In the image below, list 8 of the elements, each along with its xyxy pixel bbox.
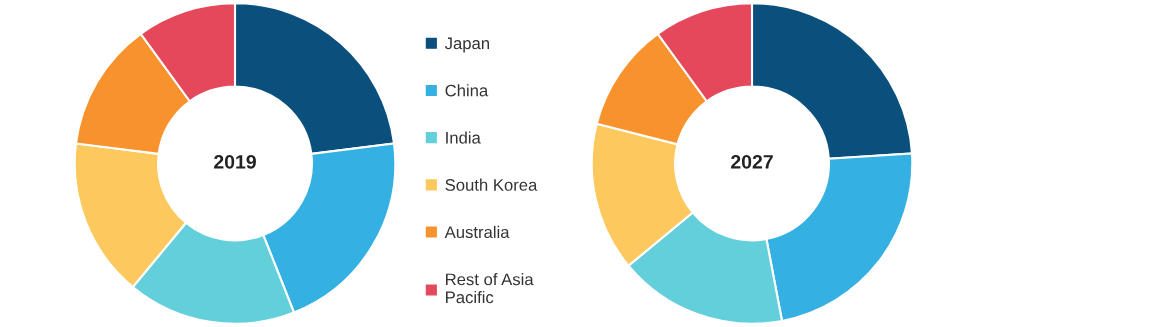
- legend-label: Japan: [444, 37, 489, 53]
- legend-label: India: [446, 131, 481, 144]
- legend-label: China: [445, 84, 489, 97]
- legend-label: Rest of Asia Pacific: [446, 273, 534, 304]
- text: 2027: [731, 154, 773, 169]
- legend-label: Australia: [444, 225, 510, 239]
- legend-label: South Korea: [445, 178, 538, 191]
- text: 2019: [214, 154, 256, 169]
